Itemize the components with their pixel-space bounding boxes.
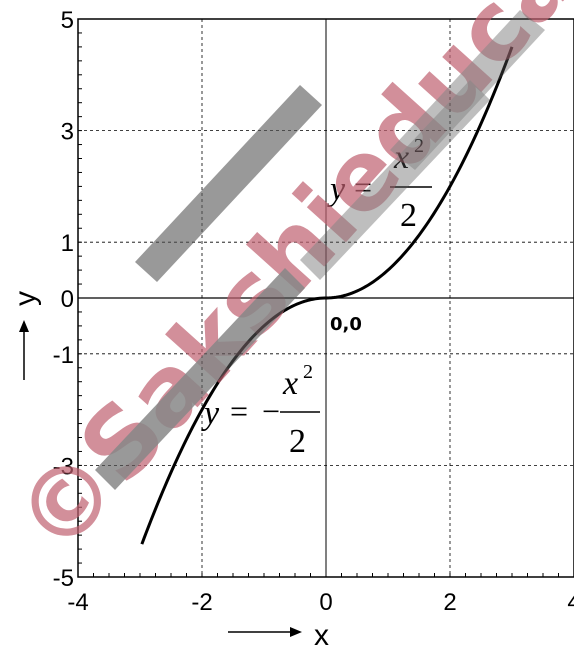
x-tick-labels: -4 -2 0 2 4 (67, 589, 574, 616)
eq-pos-lhs: y (327, 171, 346, 208)
eq-pos-sup: 2 (414, 135, 424, 157)
x-tick-label: 4 (567, 589, 574, 616)
y-tick-label: -5 (53, 565, 74, 592)
x-tick-label: -2 (191, 589, 212, 616)
eq-pos-den: 2 (400, 197, 417, 234)
y-axis-label: y (9, 291, 42, 306)
y-tick-labels: 5 3 1 0 -1 -3 -5 (53, 7, 74, 592)
x-tick-label: 0 (319, 589, 332, 616)
y-tick-label: -1 (53, 342, 74, 369)
y-tick-label: 0 (61, 286, 74, 313)
eq-pos-equals: = (354, 169, 372, 205)
equation-positive: y = x 2 2 (327, 135, 432, 234)
y-tick-label: 3 (61, 119, 74, 146)
y-axis-title: y (9, 291, 42, 380)
x-tick-label: 2 (443, 589, 456, 616)
y-tick-label: 1 (61, 230, 74, 257)
eq-neg-equals: = (230, 393, 248, 429)
origin-label: 0,0 (330, 314, 362, 335)
x-axis-label: x (314, 619, 329, 648)
eq-neg-den: 2 (289, 423, 306, 460)
x-axis-arrowhead-icon (290, 627, 302, 637)
y-tick-label: 5 (61, 7, 74, 34)
x-axis-title: x (228, 619, 329, 648)
equation-negative: y = − x 2 2 (201, 361, 320, 460)
minor-ticks (77, 18, 574, 578)
curve-x-abs-x-over-2 (140, 46, 514, 545)
watermark-ap-logo-icon (95, 10, 545, 490)
x-tick-label: -4 (67, 589, 88, 616)
eq-neg-minus: − (262, 393, 280, 429)
watermark: ©Sakshieducation (0, 0, 574, 575)
eq-pos-num: x (393, 139, 409, 176)
eq-neg-num: x (282, 365, 298, 402)
eq-neg-sup: 2 (303, 361, 313, 383)
y-tick-label: -3 (53, 453, 74, 480)
eq-neg-lhs: y (201, 395, 220, 432)
y-axis-arrowhead-icon (19, 320, 29, 332)
